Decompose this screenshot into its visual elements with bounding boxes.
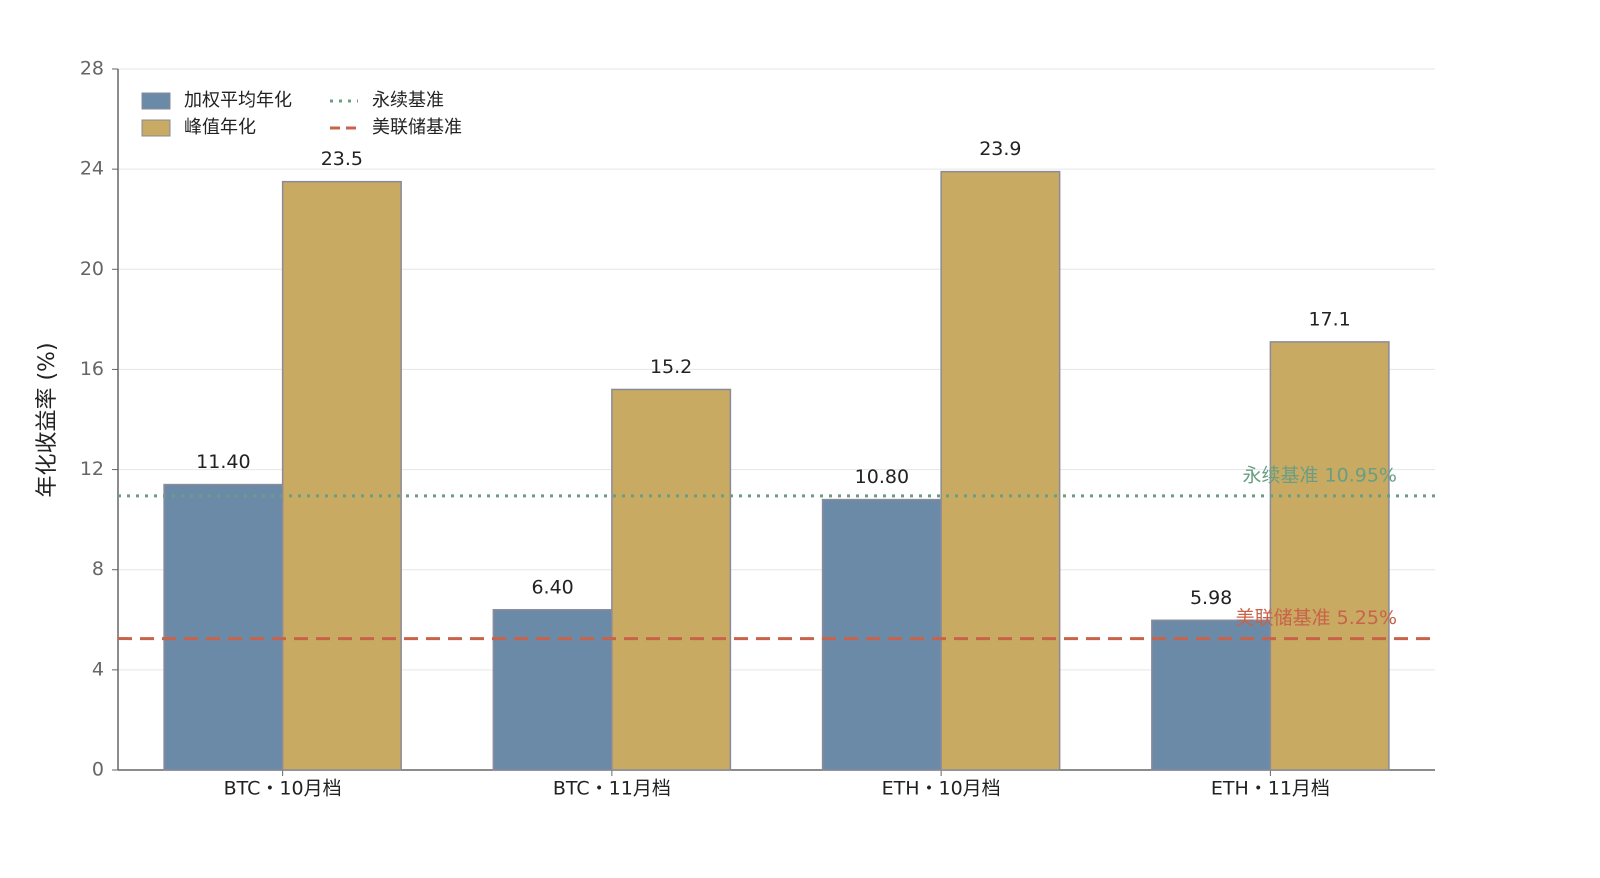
bar bbox=[163, 483, 284, 771]
value-label: 23.9 bbox=[979, 138, 1021, 160]
x-tick-label: BTC・10月档 bbox=[224, 778, 342, 800]
legend-label: 加权平均年化 bbox=[184, 90, 292, 111]
value-label: 17.1 bbox=[1308, 308, 1350, 330]
y-tick-label: 24 bbox=[80, 158, 104, 180]
value-label: 10.80 bbox=[855, 466, 909, 488]
bar bbox=[821, 498, 942, 771]
x-tick-label: ETH・11月档 bbox=[1211, 778, 1330, 800]
bar bbox=[281, 180, 402, 771]
y-tick-label: 8 bbox=[92, 558, 104, 580]
y-tick-label: 16 bbox=[80, 358, 104, 380]
y-tick-label: 12 bbox=[80, 458, 104, 480]
bar bbox=[1151, 619, 1272, 771]
reference-label: 永续基准 10.95% bbox=[1243, 464, 1398, 486]
legend-label: 永续基准 bbox=[372, 90, 444, 111]
y-tick-label: 28 bbox=[80, 58, 104, 80]
bar bbox=[940, 170, 1061, 771]
legend-swatch bbox=[141, 92, 171, 110]
x-tick-label: ETH・10月档 bbox=[882, 778, 1001, 800]
legend-label: 峰值年化 bbox=[184, 117, 256, 138]
bar bbox=[492, 609, 613, 771]
value-label: 5.98 bbox=[1190, 587, 1232, 609]
bar bbox=[1269, 341, 1390, 771]
y-tick-label: 0 bbox=[92, 759, 104, 781]
legend-label: 美联储基准 bbox=[372, 117, 462, 138]
value-label: 6.40 bbox=[531, 576, 573, 598]
value-label: 23.5 bbox=[321, 148, 363, 170]
y-tick-label: 20 bbox=[80, 258, 104, 280]
reference-label: 美联储基准 5.25% bbox=[1236, 607, 1397, 629]
legend-swatch bbox=[141, 119, 171, 137]
x-tick-label: BTC・11月档 bbox=[553, 778, 671, 800]
y-axis-label: 年化收益率 (%) bbox=[35, 342, 60, 497]
y-tick-label: 4 bbox=[92, 658, 104, 680]
value-label: 15.2 bbox=[650, 356, 692, 378]
value-label: 11.40 bbox=[196, 451, 250, 473]
bar bbox=[611, 388, 732, 771]
